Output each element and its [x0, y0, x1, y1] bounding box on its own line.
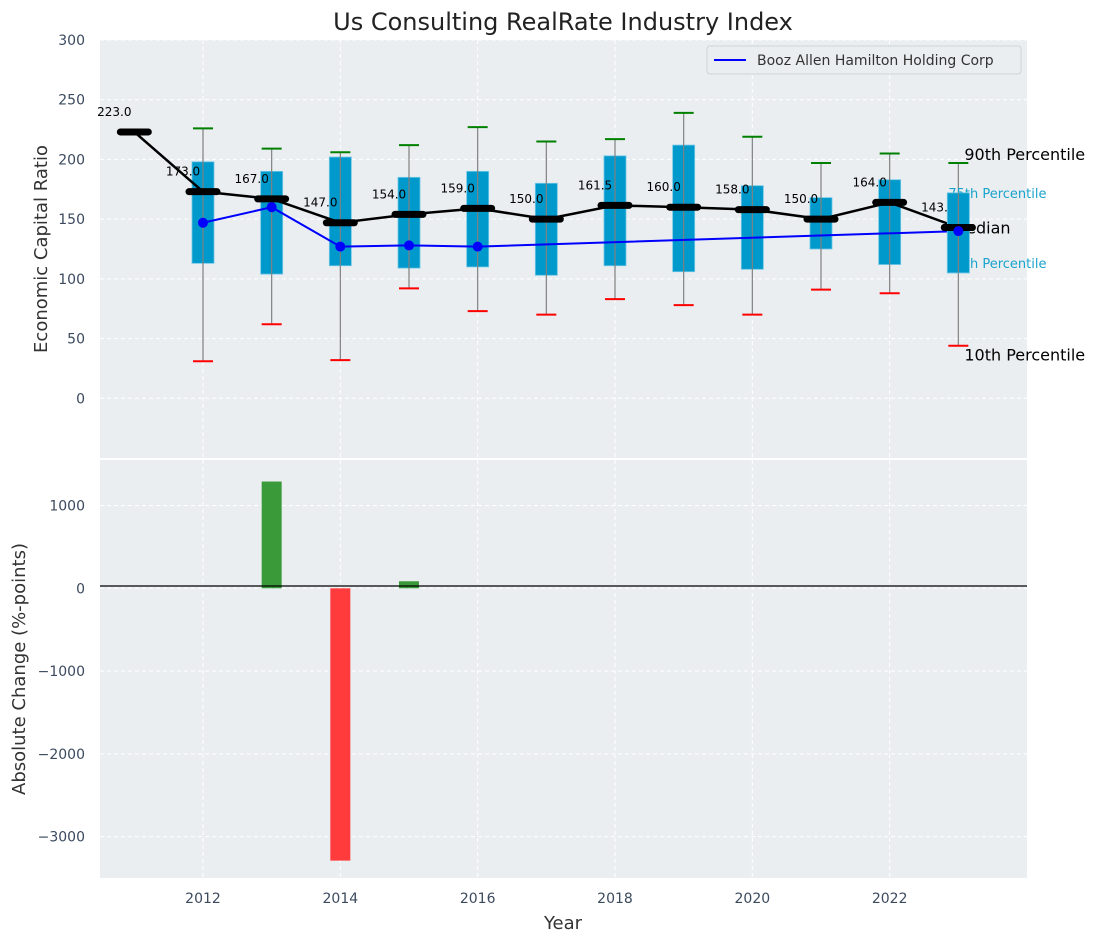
bottom-y-tick-label: −1000 — [38, 664, 85, 680]
bottom-y-tick-label: 1000 — [49, 499, 85, 515]
bottom-plot: −3000 −2000 −1000 0 1000 2012 2014 2016 2018 202… — [9, 460, 1027, 934]
bottom-y-tick-label: −3000 — [38, 830, 85, 846]
median-value-label: 150.0 — [784, 192, 818, 206]
median-value-label: 164.0 — [852, 175, 886, 189]
positive-change-bar — [261, 481, 282, 589]
median-value-label: 159.0 — [440, 181, 474, 195]
company-point — [335, 241, 346, 252]
company-point-overlay — [953, 226, 964, 237]
company-point — [198, 217, 208, 228]
p90-annotation: 90th Percentile — [964, 145, 1085, 164]
chart-title: Us Consulting RealRate Industry Index — [333, 8, 793, 36]
x-tick-label: 2012 — [185, 891, 221, 907]
top-y-tick-label: 0 — [76, 391, 85, 407]
x-tick-label: 2016 — [460, 891, 496, 907]
x-tick-label: 2020 — [735, 891, 771, 907]
median-value-label: 158.0 — [715, 183, 749, 197]
x-tick-label: 2022 — [872, 891, 908, 907]
negative-change-bar — [330, 588, 351, 861]
median-value-label: 161.5 — [578, 178, 612, 192]
median-value-label: 143.0 — [921, 201, 955, 215]
x-tick-label: 2014 — [323, 891, 359, 907]
median-value-label: 160.0 — [646, 180, 680, 194]
p75-annotation: 75th Percentile — [948, 187, 1046, 202]
company-point — [404, 240, 414, 251]
company-point — [472, 241, 483, 252]
legend-label: Booz Allen Hamilton Holding Corp — [757, 53, 994, 69]
median-value-label: 167.0 — [234, 172, 268, 186]
legend-frame — [706, 45, 1022, 75]
legend: Booz Allen Hamilton Holding Corp — [706, 45, 1022, 75]
median-value-label: 223.0 — [97, 105, 131, 119]
p25-annotation: 25th Percentile — [948, 257, 1046, 272]
x-tick-label: 2018 — [597, 891, 633, 907]
bottom-y-tick-label: −2000 — [38, 747, 85, 763]
top-y-tick-label: 50 — [67, 332, 85, 348]
company-point — [266, 202, 277, 213]
top-y-tick-label: 250 — [58, 93, 85, 109]
top-plot-background — [100, 40, 1027, 458]
x-axis-label: Year — [543, 913, 583, 934]
top-y-tick-label: 300 — [58, 33, 85, 49]
positive-change-bar — [399, 581, 419, 589]
median-value-label: 147.0 — [303, 196, 337, 210]
p10-annotation: 10th Percentile — [964, 346, 1085, 365]
median-value-label: 150.0 — [509, 192, 543, 206]
top-y-axis-label: Economic Capital Ratio — [31, 145, 52, 353]
bottom-plot-background — [100, 460, 1027, 878]
bottom-y-axis-label: Absolute Change (%-points) — [9, 543, 30, 795]
median-value-label: 154.0 — [372, 187, 406, 201]
top-y-tick-label: 200 — [58, 152, 85, 168]
bottom-y-tick-label: 0 — [76, 581, 85, 597]
top-y-tick-label: 100 — [58, 272, 85, 288]
top-plot: 0 50 100 150 200 250 300 223.0 173.0 167.0 147.0 1… — [31, 33, 1085, 458]
median-value-label: 173.0 — [166, 165, 200, 179]
top-y-tick-label: 150 — [58, 212, 85, 228]
company-line — [202, 206, 959, 248]
